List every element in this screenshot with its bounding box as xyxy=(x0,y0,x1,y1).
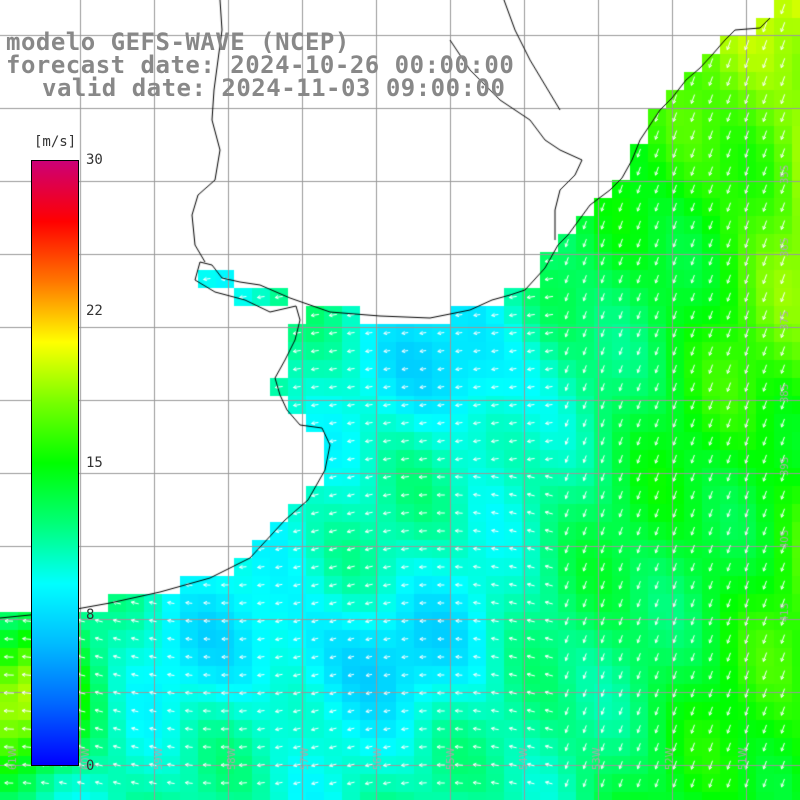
colorbar-unit: [m/s] xyxy=(34,134,77,150)
colorbar-tick-22: 22 xyxy=(86,303,103,319)
valid-date: valid date: 2024-11-03 09:00:00 xyxy=(42,74,506,102)
forecast-date: forecast date: 2024-10-26 00:00:00 xyxy=(6,51,515,79)
colorbar-tick-8: 8 xyxy=(86,607,95,623)
colorbar-tick-30: 30 xyxy=(86,152,103,168)
model-title: modelo GEFS-WAVE (NCEP) xyxy=(6,28,350,56)
colorbar-tick-15: 15 xyxy=(86,455,103,471)
colorbar xyxy=(31,160,79,766)
colorbar-tick-0: 0 xyxy=(86,758,95,774)
